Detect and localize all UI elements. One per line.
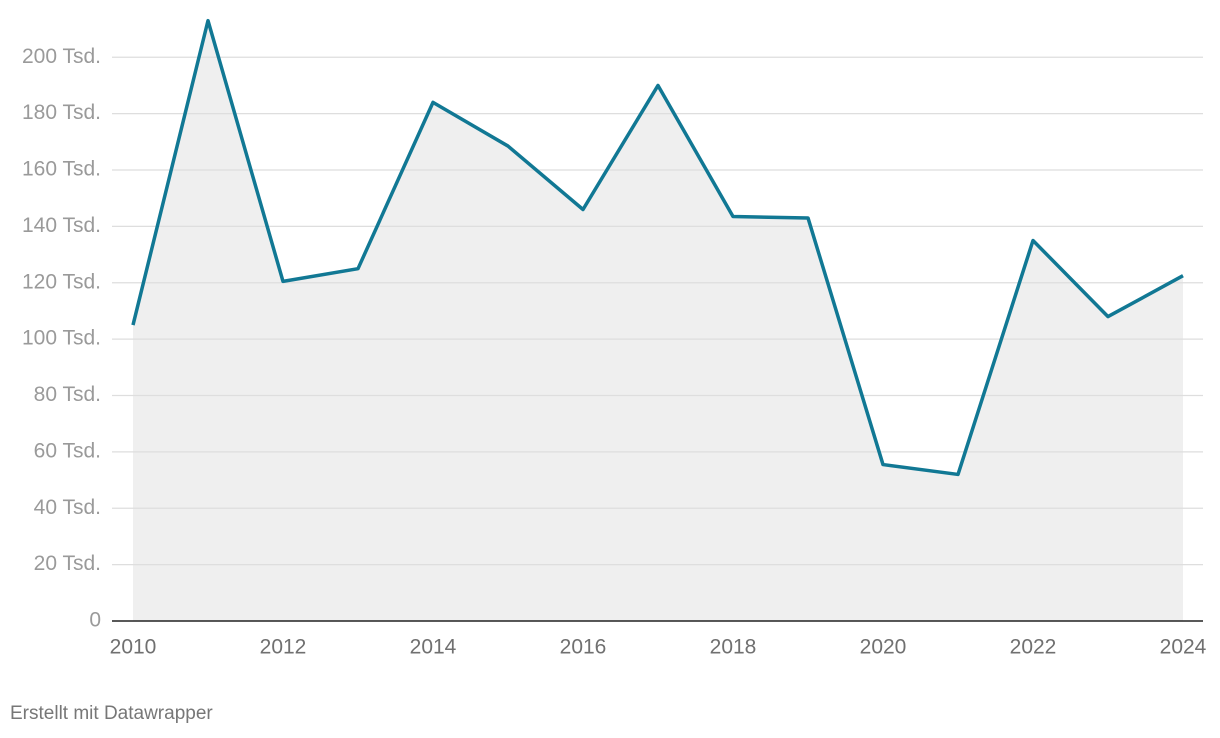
x-tick-label: 2018 [710, 636, 757, 659]
y-tick-label: 20 Tsd. [34, 552, 101, 575]
y-tick-label: 100 Tsd. [22, 327, 101, 350]
y-tick-label: 0 [89, 609, 101, 632]
y-tick-label: 200 Tsd. [22, 45, 101, 68]
x-tick-label: 2020 [860, 636, 907, 659]
y-tick-label: 120 Tsd. [22, 270, 101, 293]
area [133, 20, 1183, 622]
y-tick-label: 40 Tsd. [34, 496, 101, 519]
x-tick-label: 2014 [410, 636, 457, 659]
y-tick-label: 160 Tsd. [22, 158, 101, 181]
x-tick-label: 2012 [260, 636, 307, 659]
x-tick-label: 2010 [110, 636, 157, 659]
y-tick-label: 80 Tsd. [34, 383, 101, 406]
footer: Erstellt mit Datawrapper [10, 703, 213, 724]
y-tick-label: 60 Tsd. [34, 439, 101, 462]
x-tick-label: 2022 [1010, 636, 1057, 659]
line [131, 18, 1184, 477]
y-tick-label: 180 Tsd. [22, 101, 101, 124]
x-tick-label: 2016 [560, 636, 607, 659]
y-tick-label: 140 Tsd. [22, 214, 101, 237]
x-tick-label: 2024 [1160, 636, 1207, 659]
